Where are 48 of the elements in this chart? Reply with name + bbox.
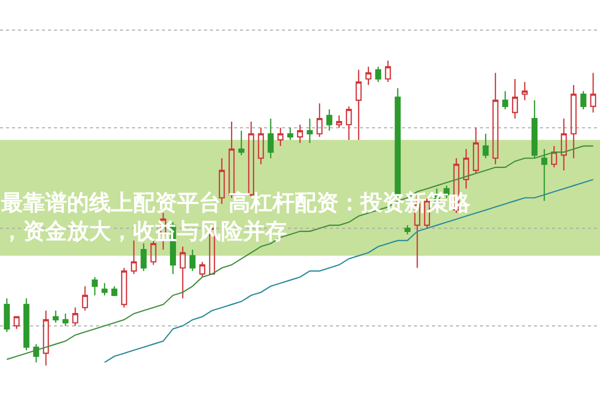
candlestick bbox=[111, 286, 118, 296]
candlestick bbox=[297, 124, 303, 144]
candlestick bbox=[238, 130, 244, 156]
candlestick bbox=[82, 286, 88, 312]
candlestick bbox=[102, 282, 108, 296]
candlestick bbox=[180, 246, 186, 300]
candlestick bbox=[287, 127, 294, 141]
candlestick bbox=[277, 127, 284, 147]
candlestick bbox=[33, 344, 40, 364]
candlestick bbox=[472, 127, 479, 174]
candlestick bbox=[140, 242, 147, 272]
candlestick bbox=[218, 158, 225, 205]
candlestick bbox=[62, 313, 68, 326]
candlestick bbox=[346, 106, 352, 141]
candlestick bbox=[560, 118, 567, 171]
candlestick bbox=[14, 316, 20, 330]
candlestick bbox=[492, 72, 498, 165]
candlestick bbox=[502, 90, 508, 110]
candlestick bbox=[4, 298, 10, 333]
candlestick bbox=[190, 249, 196, 272]
candlestick bbox=[72, 306, 78, 326]
candlestick bbox=[463, 148, 470, 190]
candlestick bbox=[532, 100, 538, 159]
candlestick bbox=[23, 298, 30, 351]
candlestick bbox=[570, 84, 577, 159]
candlestick bbox=[404, 224, 410, 235]
candlestick bbox=[590, 72, 596, 114]
candlestick bbox=[306, 118, 313, 144]
candlestick bbox=[375, 66, 382, 83]
candlestick bbox=[522, 81, 528, 101]
candlestick bbox=[551, 145, 558, 168]
candlestick bbox=[52, 310, 59, 324]
candlestick bbox=[268, 118, 274, 159]
candlestick bbox=[316, 102, 323, 138]
candlestick bbox=[356, 69, 362, 141]
candlestick bbox=[580, 90, 586, 110]
candlestick bbox=[121, 267, 128, 308]
candlestick bbox=[336, 114, 342, 128]
candlestick bbox=[512, 78, 518, 120]
candlestick bbox=[258, 127, 264, 165]
candlestick bbox=[482, 133, 489, 159]
candlestick bbox=[42, 310, 49, 366]
candlestick bbox=[92, 276, 98, 296]
candlestick bbox=[541, 148, 548, 202]
candlestick bbox=[384, 60, 391, 83]
candlestick bbox=[326, 108, 332, 132]
candlestick bbox=[199, 261, 206, 278]
candlestick bbox=[365, 66, 372, 86]
